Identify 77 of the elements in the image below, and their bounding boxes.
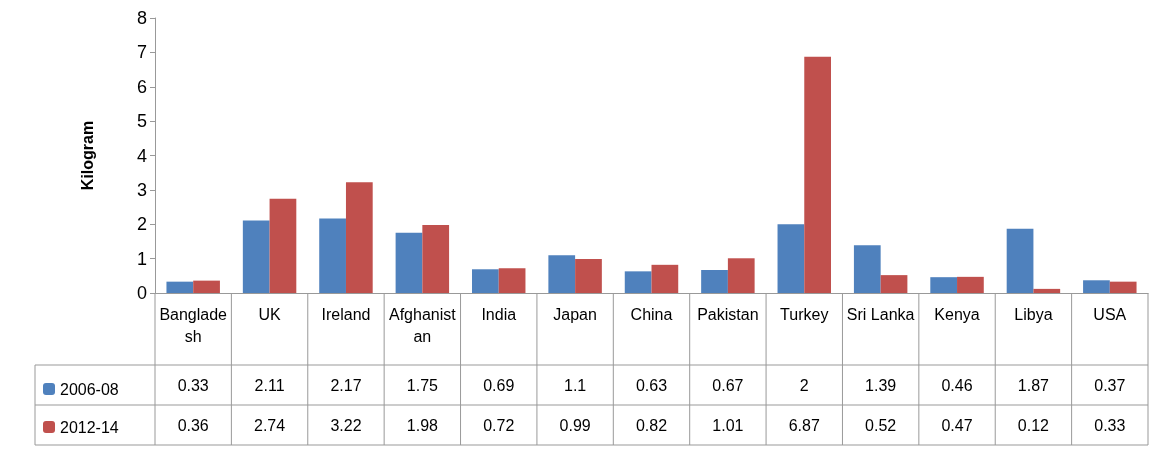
bar	[319, 218, 346, 293]
x-tick-label: Libya	[1014, 305, 1053, 323]
data-label: 2.11	[254, 376, 285, 394]
data-label: 0.69	[483, 376, 515, 394]
data-label: 2	[799, 376, 809, 394]
data-label: 1.87	[1017, 376, 1050, 394]
bar	[651, 264, 679, 293]
bar	[1083, 280, 1110, 293]
y-tick-label: 6	[136, 76, 147, 97]
bar	[193, 280, 220, 293]
data-label: 0.33	[177, 376, 209, 394]
bar	[166, 281, 194, 293]
data-label: 0.36	[177, 416, 209, 434]
x-tick-label: Kenya	[934, 305, 980, 323]
data-label: 0.37	[1094, 376, 1126, 394]
bar	[345, 182, 373, 293]
data-label: 1.01	[712, 416, 744, 434]
data-label: 0.67	[712, 376, 744, 394]
bar	[548, 255, 576, 293]
y-axis-title: Kilogram	[78, 120, 96, 191]
x-tick-label: India	[481, 305, 517, 323]
bar	[472, 269, 499, 293]
y-tick-label: 4	[136, 145, 147, 166]
x-tick-label: Afghanistan	[388, 305, 457, 345]
bar	[498, 268, 526, 293]
data-label: 1.98	[406, 416, 439, 434]
x-tick-label: Ireland	[321, 305, 371, 323]
data-label: 2.17	[330, 376, 362, 394]
x-tick-label: Sri Lanka	[846, 305, 915, 323]
data-label: 0.12	[1017, 416, 1050, 434]
bar	[930, 277, 958, 293]
y-tick-label: 3	[136, 179, 147, 200]
x-tick-label: Pakistan	[697, 305, 759, 323]
bar	[777, 224, 805, 293]
x-tick-label: Turkey	[780, 305, 829, 323]
bar	[422, 224, 450, 293]
bar	[880, 275, 908, 293]
bar	[242, 220, 270, 293]
bar	[701, 269, 728, 293]
x-tick-label: China	[630, 305, 673, 323]
x-tick-label: USA	[1093, 305, 1127, 323]
data-label: 1.39	[865, 376, 897, 394]
legend-label: 2006-08	[60, 380, 119, 398]
bar	[1109, 281, 1137, 293]
bar	[395, 232, 423, 293]
x-tick-label: Bangladesh	[159, 305, 228, 345]
y-tick-label: 5	[136, 111, 147, 132]
y-tick-label: 7	[136, 42, 147, 63]
data-label: 2.74	[254, 416, 286, 434]
x-tick-label: Japan	[553, 305, 597, 323]
bar	[624, 271, 652, 293]
y-tick-label: 2	[136, 214, 147, 235]
data-label: 1.1	[563, 376, 587, 394]
data-label: 0.52	[865, 416, 897, 434]
y-tick-label: 0	[136, 283, 147, 303]
data-label: 0.47	[941, 416, 973, 434]
bar	[853, 245, 881, 293]
bar	[957, 276, 984, 293]
bar	[1006, 228, 1034, 293]
data-label: 0.99	[559, 416, 591, 434]
bar	[1033, 288, 1061, 293]
bar	[727, 258, 755, 293]
data-label: 0.72	[483, 416, 515, 434]
bar	[575, 258, 602, 293]
y-tick-label: 8	[136, 8, 147, 28]
bar	[804, 56, 831, 293]
data-label: 6.87	[788, 416, 820, 434]
data-label: 0.82	[635, 416, 668, 434]
y-tick-label: 1	[136, 248, 147, 269]
data-label: 0.46	[941, 376, 973, 394]
data-label: 1.75	[406, 376, 439, 394]
data-label: 3.22	[330, 416, 362, 434]
bar	[269, 198, 297, 293]
legend-label: 2012-14	[60, 418, 119, 436]
x-tick-label: UK	[258, 305, 282, 323]
data-label: 0.63	[635, 376, 668, 394]
data-label: 0.33	[1094, 416, 1126, 434]
